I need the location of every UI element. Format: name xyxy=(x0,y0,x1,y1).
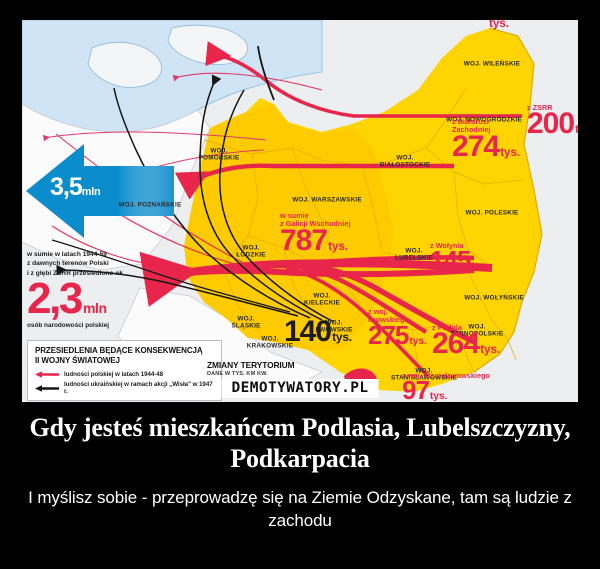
summary-intro-text: w sumie w latach 1944-59 z dawnych teren… xyxy=(27,251,125,277)
summary-outro-text: osób narodowości polskiej xyxy=(27,321,110,329)
figure-clipped-top: tys. xyxy=(489,20,509,30)
arrow-left-icon xyxy=(35,384,59,392)
blue-arrow-label: 3,5mln xyxy=(50,173,101,201)
territory-title: ZMIANY TERYTORIUM xyxy=(207,360,295,370)
figure-podole: z Podola 264tys. xyxy=(432,323,500,361)
polish-migration-arrows xyxy=(49,41,522,378)
figure-galicja-wschodnia: w sumie z Galicji Wschodniej 787tys. xyxy=(280,211,351,257)
figure-wolyn: z Wołynia 145tys. xyxy=(430,241,489,276)
infographic-map-panel: WOJ. POMORSKIE WOJ. POZNAŃSKIE WOJ. WARS… xyxy=(22,20,578,402)
legend-item-polish: ludności polskiej w latach 1944-48 xyxy=(35,371,215,378)
scandinavia-island xyxy=(87,42,163,88)
demotivator-caption: Gdy jesteś mieszkańcem Podlasia, Lubelsz… xyxy=(0,412,600,533)
caption-title: Gdy jesteś mieszkańcem Podlasia, Lubelsz… xyxy=(29,413,571,474)
figure-woj-stanislawowskie: z woj. stanisławowskiego 97tys. xyxy=(402,371,490,402)
legend-item-label: ludności polskiej w latach 1944-48 xyxy=(64,370,164,378)
figure-zsrr: z ZSRR 200tys. xyxy=(527,103,578,141)
arrow-left-icon xyxy=(35,370,59,378)
legend-title: PRZESIEDLENIA BĘDĄCE KONSEKWENCJĄ II WOJ… xyxy=(35,346,203,365)
figure-bialorus-zachodnia: z Białorusi Zachodniej 274tys. xyxy=(452,117,520,163)
legend-box: PRZESIEDLENIA BĘDĄCE KONSEKWENCJĄ II WOJ… xyxy=(27,340,222,401)
blue-westward-arrow xyxy=(26,144,178,238)
watermark-demotywatory: DEMOTYWATORY.PL xyxy=(221,379,379,398)
summary-value: 2,3 mln xyxy=(27,274,107,324)
blue-arrow-callout: 3,5mln xyxy=(22,140,178,238)
prewar-eastern-border xyxy=(473,27,543,373)
figure-akcja-wisla-140: 140tys. xyxy=(284,315,352,348)
legend-item-ukrainian: ludności ukraińskiej w ramach akcji „Wis… xyxy=(35,381,215,395)
territory-subtitle: DANE W TYS. KM KW. xyxy=(207,371,268,377)
figure-woj-lwowskie: z woj. lwowskiego 275tys. xyxy=(368,307,427,350)
legend-item-label: ludności ukraińskiej w ramach akcji „Wis… xyxy=(64,381,213,395)
territory-change-block: ZMIANY TERYTORIUM DANE W TYS. KM KW. xyxy=(207,360,357,377)
summary-callout: w sumie w latach 1944-59 z dawnych teren… xyxy=(27,250,205,329)
caption-subtitle: I myślisz sobie - przeprowadzę się na Zi… xyxy=(28,488,572,531)
